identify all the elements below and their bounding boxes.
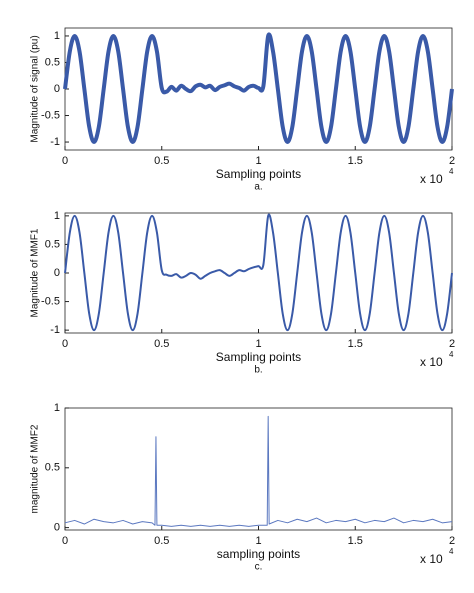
y-tick-label: 1	[54, 402, 60, 414]
x-axis-label: Sampling points	[216, 350, 301, 364]
x-tick-label: 0.5	[154, 535, 169, 547]
signal-line	[64, 213, 453, 332]
signal-line	[64, 415, 453, 527]
y-tick-label: -0.5	[41, 109, 60, 121]
x-multiplier-exponent: 4	[449, 167, 454, 176]
caption: c.	[255, 562, 263, 573]
x-multiplier: x 10	[420, 172, 443, 186]
x-tick-label: 0	[62, 535, 68, 547]
x-multiplier-exponent: 4	[449, 350, 454, 359]
y-axis-label: Magnitude of signal (pu)	[30, 35, 41, 142]
x-tick-label: 1.5	[348, 338, 363, 350]
x-tick-label: 0	[62, 155, 68, 167]
x-tick-label: 1	[255, 535, 261, 547]
x-tick-label: 0.5	[154, 338, 169, 350]
x-tick-label: 1	[255, 338, 261, 350]
y-tick-label: 0	[54, 83, 60, 95]
caption: a.	[254, 182, 262, 193]
caption: b.	[254, 365, 262, 376]
x-multiplier: x 10	[420, 355, 443, 369]
x-multiplier-exponent: 4	[449, 547, 454, 556]
y-tick-label: -0.5	[41, 295, 60, 307]
x-multiplier: x 10	[420, 552, 443, 566]
x-tick-label: 0.5	[154, 155, 169, 167]
y-axis-label: Magnitude of MMF1	[30, 228, 41, 317]
y-tick-label: 1	[54, 30, 60, 42]
signal-line	[63, 32, 454, 145]
y-tick-label: 0.5	[45, 238, 60, 250]
y-tick-label: -1	[50, 136, 60, 148]
y-tick-label: 0.5	[45, 462, 60, 474]
x-tick-label: 1	[255, 155, 261, 167]
y-tick-label: 0	[54, 522, 60, 534]
x-tick-label: 1.5	[348, 155, 363, 167]
y-axis-label: magnitude of MMF2	[30, 424, 41, 513]
x-tick-label: 2	[449, 535, 455, 547]
y-tick-label: 1	[54, 210, 60, 222]
x-axis-label: sampling points	[217, 547, 300, 561]
x-tick-label: 2	[449, 338, 455, 350]
y-tick-label: 0.5	[45, 56, 60, 68]
axes-box	[64, 407, 453, 531]
x-tick-label: 0	[62, 338, 68, 350]
x-tick-label: 2	[449, 155, 455, 167]
x-axis-label: Sampling points	[216, 167, 301, 181]
x-tick-label: 1.5	[348, 535, 363, 547]
y-tick-label: 0	[54, 267, 60, 279]
y-tick-label: -1	[50, 324, 60, 336]
